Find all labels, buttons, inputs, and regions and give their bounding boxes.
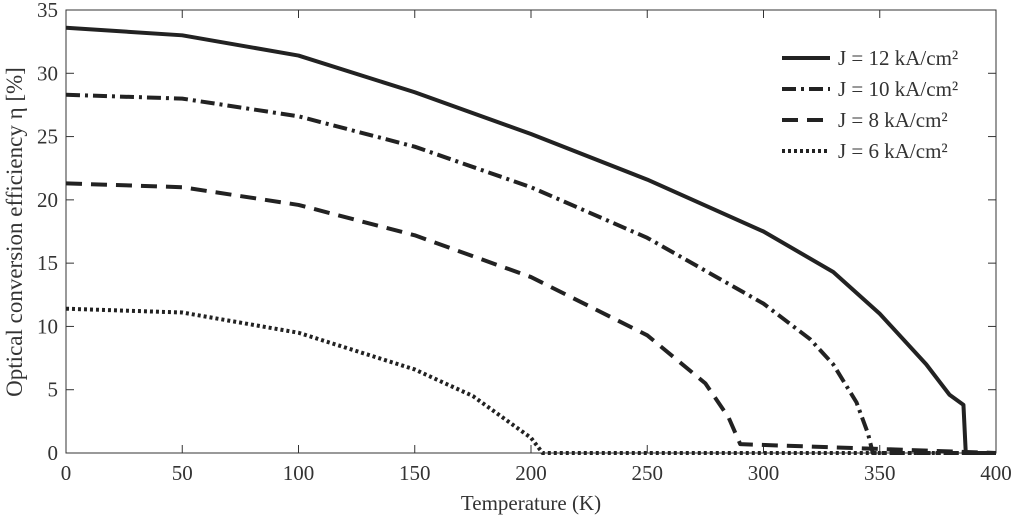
x-tick-label: 200 [515, 461, 547, 485]
x-tick-label: 400 [980, 461, 1012, 485]
x-tick-label: 300 [748, 461, 780, 485]
legend-label: J = 6 kA/cm² [838, 139, 948, 163]
series-line [65, 92, 996, 455]
series-line [65, 306, 996, 455]
x-tick-label: 0 [61, 461, 72, 485]
y-tick-label: 5 [48, 378, 59, 402]
y-tick-label: 35 [37, 0, 58, 22]
legend-label: J = 12 kA/cm² [838, 46, 958, 70]
x-tick-label: 50 [172, 461, 193, 485]
y-tick-label: 0 [48, 441, 59, 465]
y-axis-label: Optical conversion efficiency η [%] [2, 67, 27, 397]
y-tick-label: 10 [37, 314, 58, 338]
x-tick-label: 150 [399, 461, 431, 485]
series-line [65, 25, 996, 455]
x-tick-label: 350 [864, 461, 896, 485]
y-tick-label: 30 [37, 61, 58, 85]
x-tick-label: 250 [632, 461, 664, 485]
y-tick-label: 20 [37, 188, 58, 212]
x-axis-label: Temperature (K) [461, 491, 601, 515]
legend-label: J = 8 kA/cm² [838, 108, 948, 132]
y-tick-label: 25 [37, 125, 58, 149]
legend-label: J = 10 kA/cm² [838, 77, 958, 101]
y-tick-label: 15 [37, 251, 58, 275]
x-tick-label: 100 [283, 461, 315, 485]
series-line [65, 181, 997, 455]
